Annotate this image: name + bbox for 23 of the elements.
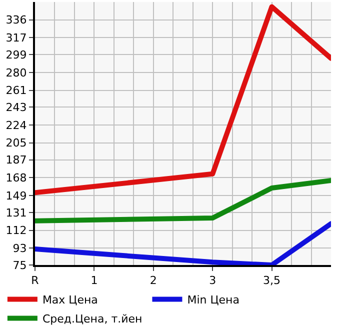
x-tick-label: 2 bbox=[150, 274, 157, 288]
x-tick-label: 1 bbox=[90, 274, 98, 288]
legend-label: Min Цена bbox=[187, 294, 240, 307]
x-tick-label: 3 bbox=[209, 274, 216, 288]
y-tick-label: 112 bbox=[6, 224, 27, 238]
y-tick-label: 75 bbox=[12, 258, 27, 272]
y-tick-label: 299 bbox=[6, 48, 27, 62]
x-tick-label: 3,5 bbox=[263, 274, 281, 288]
y-tick-label: 280 bbox=[6, 66, 27, 80]
y-tick-label: 336 bbox=[6, 14, 27, 27]
y-tick-label: 261 bbox=[6, 84, 27, 98]
y-tick-label: 93 bbox=[12, 242, 27, 255]
y-tick-label: 149 bbox=[6, 189, 27, 202]
y-tick-label: 317 bbox=[6, 32, 27, 45]
x-tick-label: R bbox=[31, 274, 40, 288]
legend-label: Сред.Цена, т.йен bbox=[42, 312, 142, 326]
legend-label: Max Цена bbox=[42, 294, 98, 307]
y-tick-label: 187 bbox=[6, 154, 27, 167]
y-tick-label: 224 bbox=[6, 118, 27, 132]
y-tick-label: 205 bbox=[6, 136, 27, 150]
y-tick-label: 243 bbox=[6, 101, 27, 114]
y-tick-label: 131 bbox=[6, 206, 27, 220]
y-tick-label: 168 bbox=[6, 172, 27, 184]
